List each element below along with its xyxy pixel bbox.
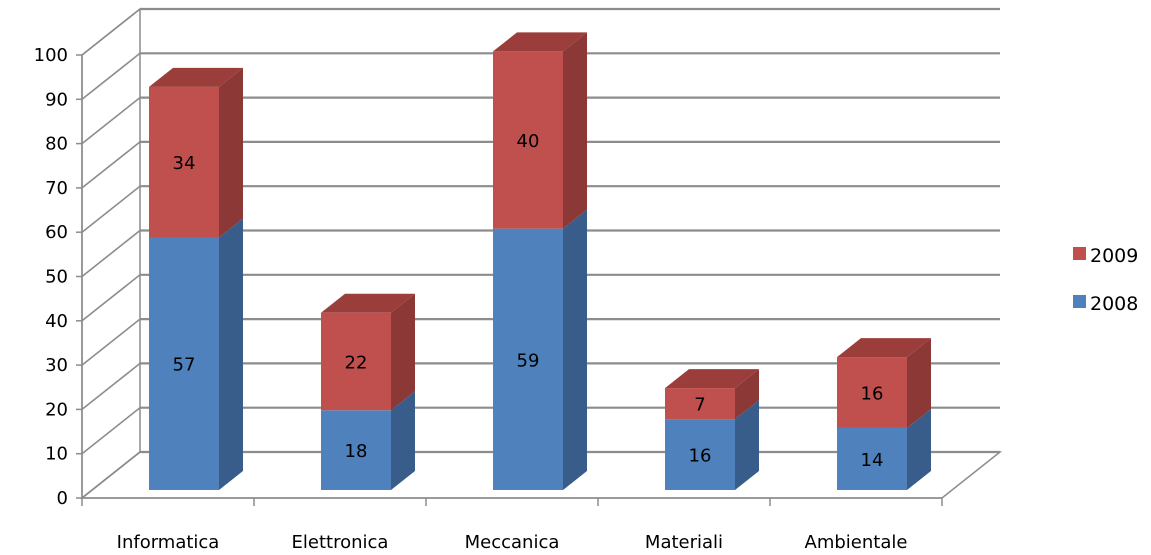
bar-side-2009-Materiali xyxy=(735,369,759,420)
data-label-2009-Meccanica: 40 xyxy=(517,131,540,152)
legend-label-2009: 2009 xyxy=(1090,245,1138,267)
x-category-label: Ambientale xyxy=(805,532,908,553)
bar-2008-Elettronica xyxy=(321,410,391,490)
bar-2008-Ambientale xyxy=(837,427,907,490)
bar-side-2008-Meccanica xyxy=(563,209,587,490)
bar-side-2009-Ambientale xyxy=(907,338,931,428)
y-tick-label: 60 xyxy=(45,222,68,243)
data-label-2008-Elettronica: 18 xyxy=(345,441,368,462)
data-labels: 57 34 18 22 59 40 16 7 14 16 xyxy=(173,131,884,471)
bar-side-2008-Elettronica xyxy=(391,391,415,490)
gridline-side xyxy=(81,141,141,189)
gridline-side xyxy=(81,274,141,322)
bar-side-2009-Meccanica xyxy=(563,32,587,229)
bar-side-2008-Informatica xyxy=(219,218,243,491)
y-tick-label: 40 xyxy=(45,311,68,332)
gridline-side xyxy=(81,451,141,499)
axes xyxy=(76,54,943,506)
bar-top-2009-Informatica xyxy=(149,67,243,87)
y-tick-label: 10 xyxy=(45,444,68,465)
y-tick-label: 20 xyxy=(45,399,68,420)
gridline-side xyxy=(81,8,141,56)
y-tick-label: 50 xyxy=(45,267,68,288)
data-label-2009-Ambientale: 16 xyxy=(861,384,884,405)
bar-2008-Informatica xyxy=(149,237,219,490)
gridline-side xyxy=(81,407,141,455)
gridline-side xyxy=(81,52,141,100)
x-category-label: Meccanica xyxy=(465,532,560,553)
data-label-2008-Informatica: 57 xyxy=(173,355,196,376)
y-tick-label: 80 xyxy=(45,134,68,155)
legend-swatch-2009 xyxy=(1073,247,1086,260)
y-tick-label: 90 xyxy=(45,89,68,110)
bar-2009-Meccanica xyxy=(493,51,563,229)
y-tick-label: 70 xyxy=(45,178,68,199)
bar-top-2009-Ambientale xyxy=(837,338,931,358)
gridline-side xyxy=(81,185,141,233)
data-label-2008-Meccanica: 59 xyxy=(517,350,540,371)
bar-2009-Materiali xyxy=(665,388,735,420)
bar-side-2009-Informatica xyxy=(219,67,243,238)
gridline-side xyxy=(81,229,141,278)
data-label-2008-Ambientale: 14 xyxy=(861,450,884,471)
bar-2008-Meccanica xyxy=(493,228,563,490)
x-category-label: Informatica xyxy=(117,532,220,553)
bar-side-2008-Ambientale xyxy=(907,408,931,490)
bars xyxy=(149,32,931,491)
y-axis-tick-labels: 0 10 20 30 40 50 60 70 80 90 100 xyxy=(34,45,68,509)
bar-top-2009-Meccanica xyxy=(493,32,587,52)
y-tick-label: 100 xyxy=(34,45,68,66)
data-label-2009-Informatica: 34 xyxy=(173,153,196,174)
bar-2009-Elettronica xyxy=(321,312,391,411)
legend: 2009 2008 xyxy=(1073,245,1138,315)
bar-top-2009-Elettronica xyxy=(321,293,415,313)
x-category-label: Elettronica xyxy=(292,532,389,553)
gridline-side xyxy=(81,318,141,366)
x-axis-category-labels: Informatica Elettronica Meccanica Materiali… xyxy=(117,532,908,553)
legend-label-2008: 2008 xyxy=(1090,293,1138,315)
data-label-2009-Materiali: 7 xyxy=(694,395,705,416)
bar-2009-Ambientale xyxy=(837,357,907,428)
y-tick-label: 30 xyxy=(45,355,68,376)
data-label-2009-Elettronica: 22 xyxy=(345,353,368,374)
gridline-side xyxy=(81,362,141,411)
bar-2008-Materiali xyxy=(665,419,735,490)
bar-side-2008-Materiali xyxy=(735,400,759,490)
bar-2009-Informatica xyxy=(149,86,219,238)
bar-side-2009-Elettronica xyxy=(391,293,415,411)
x-category-label: Materiali xyxy=(645,532,723,553)
y-tick-label: 0 xyxy=(57,488,68,509)
gridline-side xyxy=(81,96,141,145)
data-label-2008-Materiali: 16 xyxy=(689,446,712,467)
legend-swatch-2008 xyxy=(1073,295,1086,308)
bar-top-2009-Materiali xyxy=(665,369,759,389)
